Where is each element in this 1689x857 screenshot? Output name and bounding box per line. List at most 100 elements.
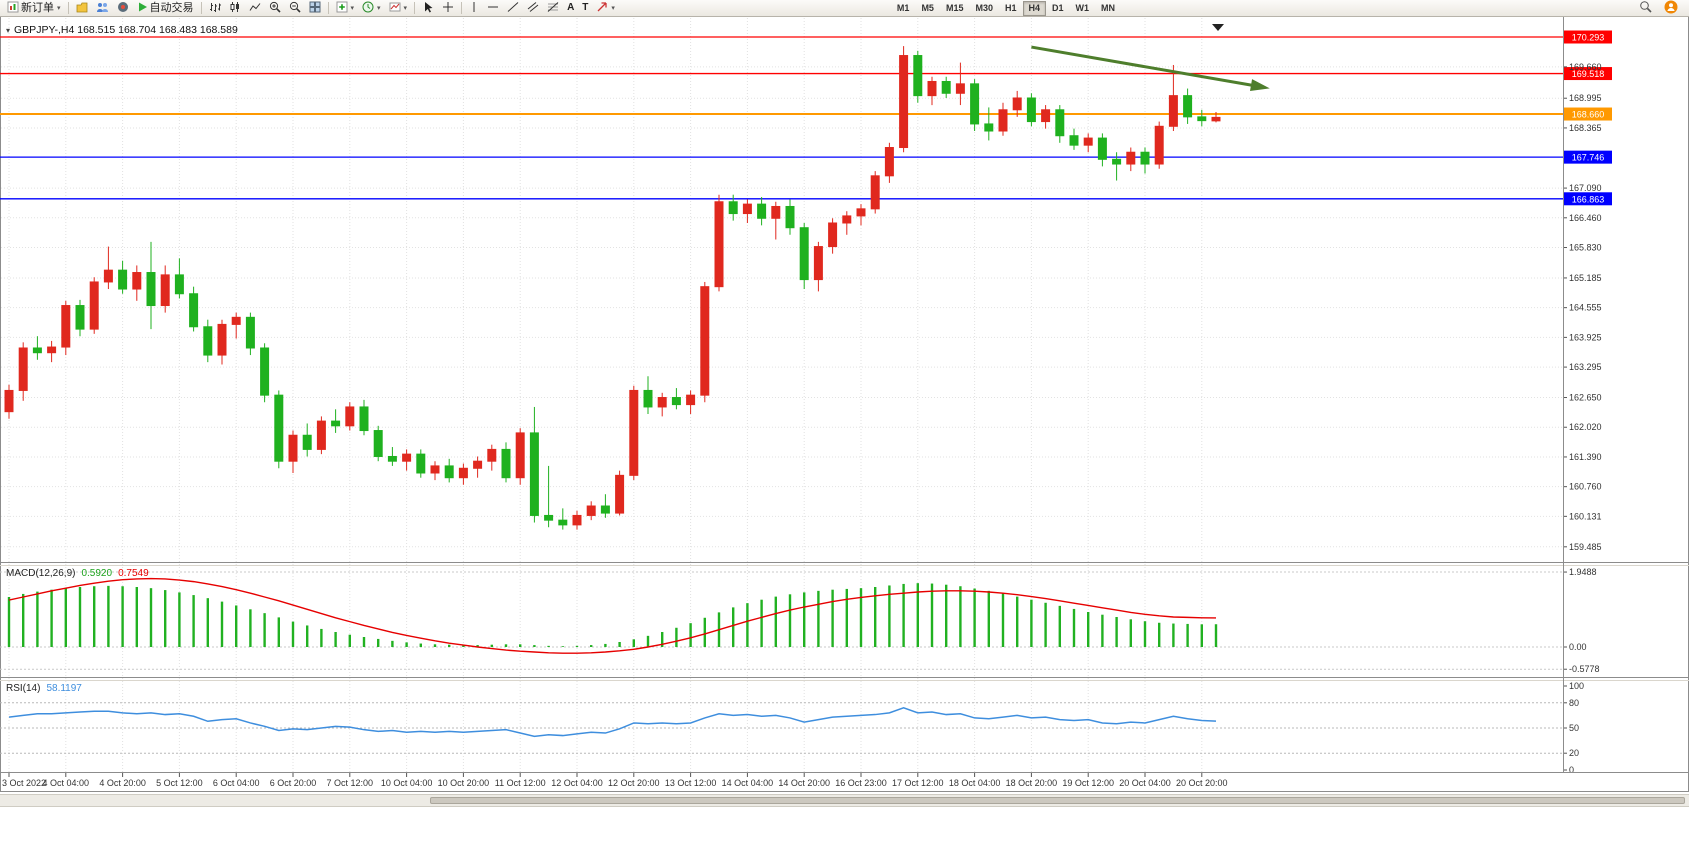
account-button[interactable]: [1660, 0, 1682, 16]
zoom-in-button[interactable]: [265, 1, 285, 16]
cursor-button[interactable]: [418, 1, 438, 16]
line-chart-icon: [249, 1, 261, 16]
crosshair-icon: [442, 1, 454, 16]
arrows-tool-button[interactable]: ▾: [592, 1, 619, 16]
candlestick-mode-button[interactable]: [225, 1, 245, 16]
svg-text:159.485: 159.485: [1569, 542, 1602, 552]
tab-m15[interactable]: M15: [940, 1, 970, 16]
zoom-out-button[interactable]: [285, 1, 305, 16]
svg-text:168.365: 168.365: [1569, 123, 1602, 133]
new-order-label: 新订单: [21, 2, 54, 14]
hline-166.863[interactable]: 166.863: [0, 192, 1612, 206]
hline-167.746[interactable]: 167.746: [0, 150, 1612, 164]
price-axis[interactable]: 169.660 168.995 168.365 167.090 166.460 165.8…: [1563, 62, 1602, 552]
chevron-down-icon[interactable]: ▾: [6, 25, 11, 35]
bar-chart-mode-button[interactable]: [205, 1, 225, 16]
trend-arrow[interactable]: [1031, 45, 1270, 92]
svg-text:169.518: 169.518: [1572, 69, 1605, 79]
tab-d1[interactable]: D1: [1046, 1, 1070, 16]
svg-text:20 Oct 20:00: 20 Oct 20:00: [1176, 778, 1228, 788]
main-toolbar: 新订单 ▾ 自动交易 ▾ ▾ ▾ A T ▾ M1 M5 M15 M30 H1 …: [0, 0, 1689, 17]
svg-text:164.555: 164.555: [1569, 303, 1602, 313]
indicators-button[interactable]: ▾: [332, 1, 359, 16]
macd-pane: 1.9488 0.00 -0.5778: [0, 567, 1600, 674]
svg-text:162.650: 162.650: [1569, 393, 1602, 403]
svg-text:7 Oct 12:00: 7 Oct 12:00: [327, 778, 374, 788]
profiles-button[interactable]: [72, 1, 92, 16]
cursor-icon: [422, 1, 434, 16]
channel-tool-button[interactable]: [523, 1, 543, 16]
svg-text:163.295: 163.295: [1569, 362, 1602, 372]
tile-windows-button[interactable]: [305, 1, 325, 16]
templates-button[interactable]: ▾: [385, 1, 412, 16]
fibonacci-icon: [547, 1, 559, 16]
svg-text:0.00: 0.00: [1569, 642, 1587, 652]
new-order-button[interactable]: 新订单 ▾: [3, 1, 65, 16]
tab-m5[interactable]: M5: [915, 1, 940, 16]
profiles-icon: [76, 1, 88, 16]
svg-text:167.090: 167.090: [1569, 183, 1602, 193]
svg-text:13 Oct 12:00: 13 Oct 12:00: [665, 778, 717, 788]
scrollbar-thumb[interactable]: [430, 797, 1685, 804]
svg-text:162.020: 162.020: [1569, 422, 1602, 432]
pane-separators[interactable]: [0, 17, 1689, 773]
tab-h4[interactable]: H4: [1022, 0, 1047, 16]
crosshair-button[interactable]: [438, 1, 458, 16]
svg-text:19 Oct 12:00: 19 Oct 12:00: [1062, 778, 1114, 788]
tab-m30[interactable]: M30: [969, 1, 999, 16]
svg-text:14 Oct 04:00: 14 Oct 04:00: [722, 778, 774, 788]
search-icon: [1639, 0, 1652, 16]
text-tool-button[interactable]: A: [563, 1, 578, 16]
text-tool-icon: A: [567, 2, 575, 13]
chevron-down-icon: ▾: [403, 5, 408, 12]
shift-marker[interactable]: [1212, 24, 1224, 31]
svg-text:6 Oct 20:00: 6 Oct 20:00: [270, 778, 317, 788]
autotrading-button[interactable]: 自动交易: [133, 1, 198, 16]
svg-text:4 Oct 20:00: 4 Oct 20:00: [99, 778, 146, 788]
toolbar-right: [1635, 0, 1686, 16]
svg-text:5 Oct 12:00: 5 Oct 12:00: [156, 778, 203, 788]
fibonacci-tool-button[interactable]: [543, 1, 563, 16]
community-icon: [96, 1, 109, 16]
timeframe-group: M1 M5 M15 M30 H1 H4 D1 W1 MN: [891, 0, 1121, 16]
periods-button[interactable]: ▾: [358, 1, 385, 16]
tab-mn[interactable]: MN: [1095, 1, 1121, 16]
horizontal-scrollbar[interactable]: [0, 794, 1689, 807]
candles: [4, 46, 1221, 530]
trendline-tool-button[interactable]: [503, 1, 523, 16]
svg-text:10 Oct 04:00: 10 Oct 04:00: [381, 778, 433, 788]
tab-h1[interactable]: H1: [999, 1, 1023, 16]
svg-text:161.390: 161.390: [1569, 452, 1602, 462]
label-tool-button[interactable]: T: [578, 1, 592, 16]
market-icon: [117, 1, 129, 16]
svg-text:3 Oct 2022: 3 Oct 2022: [2, 778, 46, 788]
macd-signal-value: 0.7549: [118, 568, 149, 579]
svg-text:100: 100: [1569, 681, 1584, 691]
toolbar-separator: [327, 2, 329, 14]
hline-170.293[interactable]: 170.293: [0, 30, 1612, 44]
vertical-line-tool-button[interactable]: [465, 1, 483, 16]
svg-text:10 Oct 20:00: 10 Oct 20:00: [438, 778, 490, 788]
tab-w1[interactable]: W1: [1070, 1, 1096, 16]
svg-text:170.293: 170.293: [1572, 33, 1605, 43]
line-chart-mode-button[interactable]: [245, 1, 265, 16]
horizontal-line-tool-button[interactable]: [483, 1, 503, 16]
svg-text:18 Oct 04:00: 18 Oct 04:00: [949, 778, 1001, 788]
zoom-out-icon: [289, 1, 301, 16]
chart-title: ▾ GBPJPY-,H4 168.515 168.704 168.483 168…: [6, 24, 238, 36]
zoom-in-icon: [269, 1, 281, 16]
equidistant-channel-icon: [527, 1, 539, 16]
hline-169.518[interactable]: 169.518: [0, 67, 1612, 81]
svg-text:16 Oct 23:00: 16 Oct 23:00: [835, 778, 887, 788]
svg-text:80: 80: [1569, 698, 1579, 708]
macd-main-value: 0.5920: [81, 568, 113, 579]
hline-168.660[interactable]: 168.660: [0, 107, 1612, 121]
market-button[interactable]: [113, 1, 133, 16]
signals-button[interactable]: [92, 1, 113, 16]
new-order-icon: [7, 1, 19, 16]
rsi-name: RSI(14): [6, 683, 41, 694]
tab-m1[interactable]: M1: [891, 1, 916, 16]
search-button[interactable]: [1635, 1, 1656, 16]
